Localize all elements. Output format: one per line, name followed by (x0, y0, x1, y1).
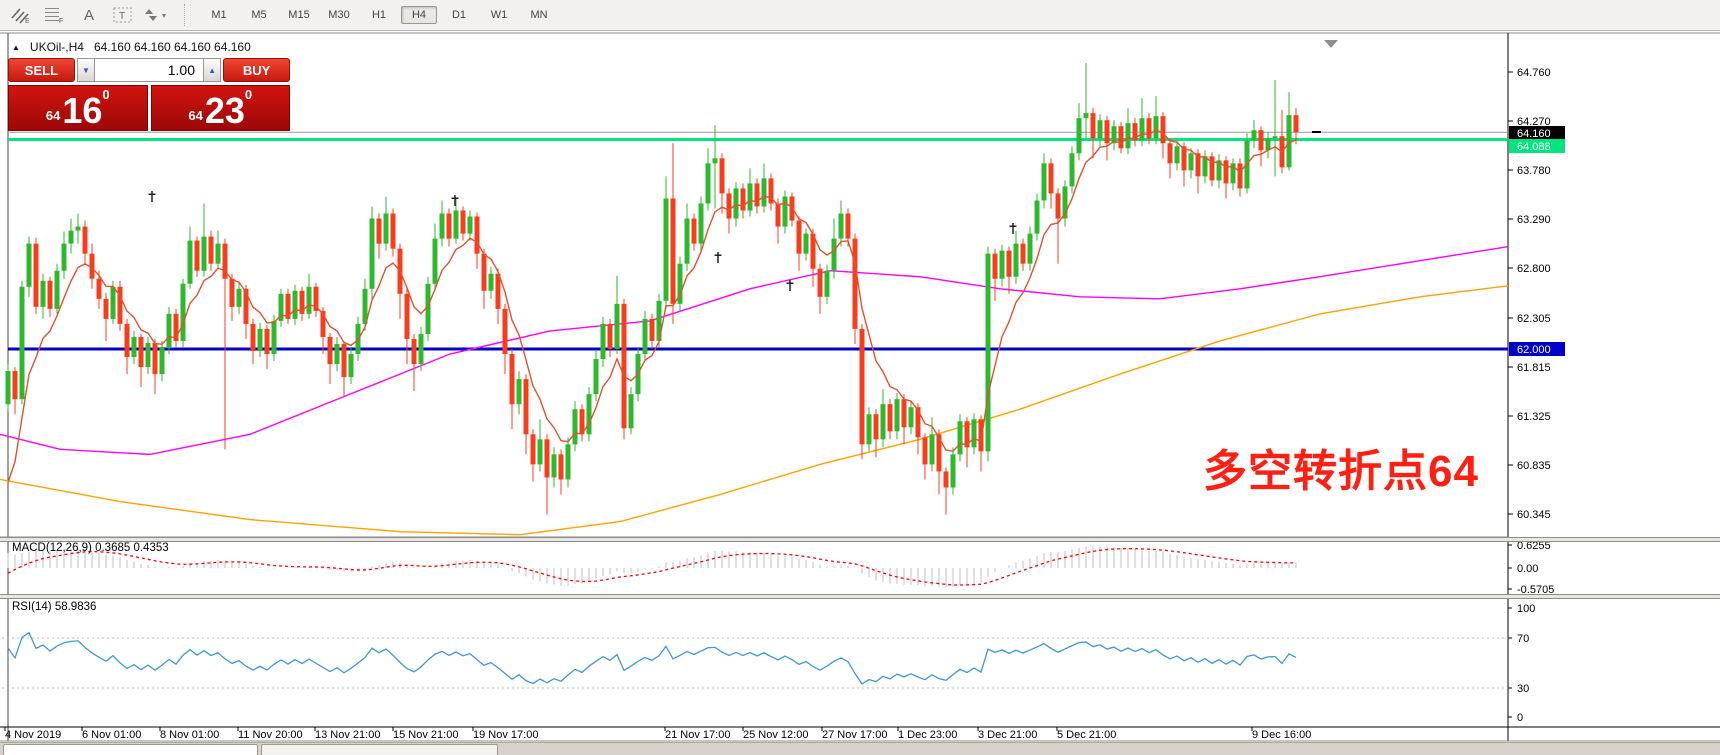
svg-text:30: 30 (1517, 683, 1529, 695)
svg-text:5 Dec 21:00: 5 Dec 21:00 (1057, 729, 1116, 741)
svg-text:100: 100 (1517, 603, 1535, 615)
svg-text:60.345: 60.345 (1517, 509, 1551, 521)
textbox-icon[interactable]: T (110, 4, 136, 26)
svg-text:62.800: 62.800 (1517, 263, 1551, 275)
collapse-triangle-icon[interactable]: ▲ (12, 42, 20, 52)
svg-text:0.6255: 0.6255 (1517, 540, 1551, 552)
bid-price-prefix: 64 (45, 108, 61, 123)
svg-text:60.835: 60.835 (1517, 460, 1551, 472)
one-click-trading-panel: SELL ▼ ▲ BUY 64 16 0 64 23 0 (8, 58, 290, 131)
svg-text:15 Nov 21:00: 15 Nov 21:00 (393, 729, 458, 741)
status-bar (0, 742, 1720, 755)
toolbar-separator (184, 4, 191, 26)
top-toolbar: E F A T M1 M5 M15 M30 H1 H4 D1 W1 MN (0, 0, 1720, 31)
buy-button[interactable]: BUY (223, 58, 290, 82)
crayon-draw-icon[interactable]: E (8, 4, 34, 26)
svg-text:64.760: 64.760 (1517, 67, 1551, 79)
svg-text:70: 70 (1517, 633, 1529, 645)
tf-d1[interactable]: D1 (451, 9, 467, 21)
svg-text:0.00: 0.00 (1517, 563, 1538, 575)
svg-text:64.088: 64.088 (1517, 141, 1551, 153)
svg-text:13 Nov 21:00: 13 Nov 21:00 (315, 729, 380, 741)
svg-text:RSI(14) 58.9836: RSI(14) 58.9836 (12, 601, 96, 613)
tf-m15[interactable]: M15 (288, 9, 310, 21)
tf-m5[interactable]: M5 (251, 9, 267, 21)
svg-text:27 Nov 17:00: 27 Nov 17:00 (822, 729, 887, 741)
svg-text:9 Dec 16:00: 9 Dec 16:00 (1252, 729, 1311, 741)
svg-text:62.305: 62.305 (1517, 313, 1551, 325)
svg-text:4 Nov 2019: 4 Nov 2019 (5, 729, 61, 741)
chart-shift-marker-icon[interactable] (1324, 40, 1338, 48)
svg-text:1 Dec 23:00: 1 Dec 23:00 (898, 729, 957, 741)
ask-price-point: 0 (244, 87, 253, 102)
svg-text:64.270: 64.270 (1517, 116, 1551, 128)
svg-text:19 Nov 17:00: 19 Nov 17:00 (473, 729, 538, 741)
rsi-panel-splitter[interactable] (0, 594, 1720, 599)
volume-increase-button[interactable]: ▲ (203, 58, 222, 82)
symbol-title: ▲ UKOil-,H4 64.160 64.160 64.160 64.160 (12, 40, 251, 54)
svg-text:11 Nov 20:00: 11 Nov 20:00 (238, 729, 303, 741)
ohlc-quotes: 64.160 64.160 64.160 64.160 (93, 40, 251, 54)
svg-text:3 Dec 21:00: 3 Dec 21:00 (978, 729, 1037, 741)
text-a-icon[interactable]: A (83, 6, 94, 24)
svg-text:6 Nov 01:00: 6 Nov 01:00 (82, 729, 141, 741)
sort-arrows-icon[interactable] (144, 4, 170, 26)
bid-price-point: 0 (102, 87, 110, 102)
chart-canvas[interactable]: 64.760 64.270 63.780 63.290 62.800 62.305 61.8… (0, 31, 1720, 742)
volume-decrease-button[interactable]: ▼ (76, 58, 95, 82)
sell-button[interactable]: SELL (8, 58, 75, 82)
tf-m1[interactable]: M1 (211, 9, 227, 21)
tf-mn[interactable]: MN (530, 9, 548, 21)
symbol-name: UKOil-,H4 (29, 40, 84, 54)
grid-icon[interactable]: F (42, 4, 68, 26)
svg-text:T: T (119, 11, 125, 22)
svg-text:61.325: 61.325 (1517, 411, 1551, 423)
bid-price-main: 16 (62, 90, 103, 131)
svg-text:63.780: 63.780 (1517, 165, 1551, 177)
status-panel-left[interactable] (3, 744, 258, 755)
svg-text:62.000: 62.000 (1517, 344, 1551, 356)
svg-text:64.160: 64.160 (1517, 128, 1551, 140)
svg-text:MACD(12,26,9) 0.3685 0.4353: MACD(12,26,9) 0.3685 0.4353 (12, 542, 169, 554)
bid-price-button[interactable]: 64 16 0 (8, 85, 148, 131)
macd-panel-splitter[interactable] (0, 537, 1720, 542)
svg-text:25 Nov 12:00: 25 Nov 12:00 (743, 729, 808, 741)
svg-text:21 Nov 17:00: 21 Nov 17:00 (665, 729, 730, 741)
volume-input[interactable] (95, 58, 203, 82)
tf-m30[interactable]: M30 (328, 9, 350, 21)
status-panel-right[interactable] (261, 744, 498, 755)
svg-text:E: E (25, 18, 30, 24)
tf-h4-selected[interactable]: H4 (401, 6, 437, 24)
svg-text:0: 0 (1517, 712, 1523, 724)
tf-w1[interactable]: W1 (490, 9, 508, 21)
svg-text:61.815: 61.815 (1517, 362, 1551, 374)
ask-price-prefix: 64 (188, 108, 203, 123)
svg-text:-0.5705: -0.5705 (1517, 584, 1554, 596)
svg-text:F: F (59, 18, 63, 24)
ask-price-main: 23 (204, 90, 245, 131)
svg-text:63.290: 63.290 (1517, 214, 1551, 226)
chart-annotation-text: 多空转折点64 (1203, 447, 1479, 496)
chart-window: 64.760 64.270 63.780 63.290 62.800 62.305 61.8… (0, 31, 1720, 742)
svg-text:8 Nov 01:00: 8 Nov 01:00 (160, 729, 219, 741)
ask-price-button[interactable]: 64 23 0 (150, 85, 290, 131)
tf-h1[interactable]: H1 (371, 9, 387, 21)
